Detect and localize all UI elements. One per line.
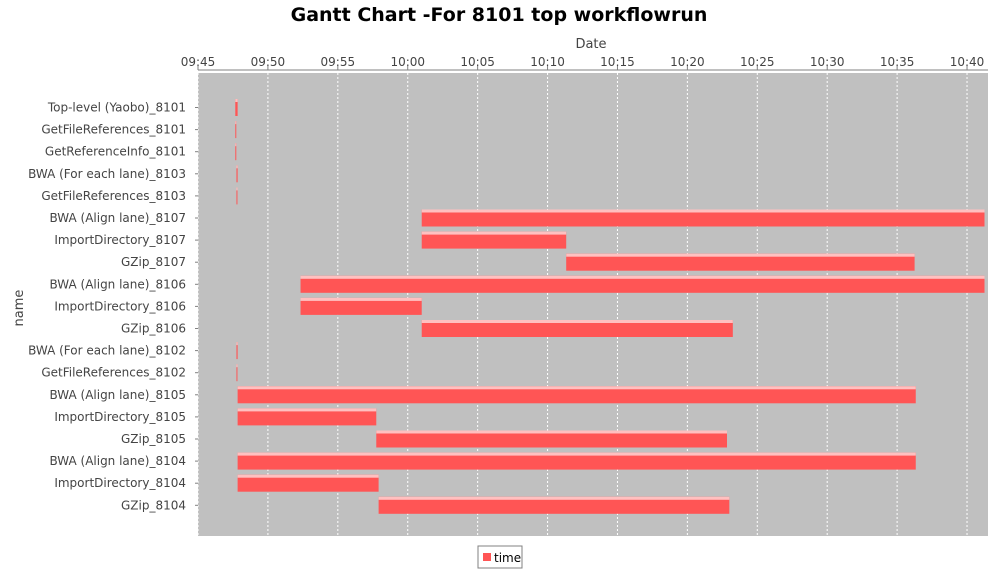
task-bar <box>421 209 985 227</box>
x-tick-label: 09:50 <box>251 55 286 69</box>
task-bar <box>237 452 916 470</box>
x-axis-label: Date <box>575 37 606 52</box>
task-bar-body <box>376 430 727 448</box>
task-bar-highlight <box>235 143 237 147</box>
x-tick-label: 09:45 <box>181 55 216 69</box>
task-bar <box>235 143 237 161</box>
task-bar-highlight <box>236 187 238 191</box>
task-bar-body <box>237 452 916 470</box>
x-tick-label: 10:00 <box>390 55 425 69</box>
task-bar-body <box>378 496 730 514</box>
task-bar-highlight <box>237 474 379 478</box>
task-bar-body <box>421 231 567 249</box>
task-bar-highlight <box>237 408 377 412</box>
x-tick-label: 10:20 <box>670 55 705 69</box>
task-bar-body <box>235 143 237 161</box>
task-bar <box>566 253 915 271</box>
category-label: BWA (For each lane)_8103 <box>28 167 186 181</box>
task-bar <box>236 165 238 183</box>
category-label: BWA (Align lane)_8106 <box>49 277 186 291</box>
task-bar-body <box>236 364 238 382</box>
task-bar-body <box>236 165 238 183</box>
task-bar-body <box>236 342 238 360</box>
legend: time <box>477 545 523 569</box>
task-bar-body <box>421 209 985 227</box>
task-bar <box>237 408 377 426</box>
task-bar <box>237 386 916 404</box>
x-tick-label: 10:15 <box>600 55 635 69</box>
task-bar-highlight <box>235 121 237 125</box>
x-tick-label: 10:05 <box>460 55 495 69</box>
task-bar <box>237 474 379 492</box>
legend-swatch <box>483 553 491 561</box>
task-bar-highlight <box>378 496 730 500</box>
x-tick-label: 10:10 <box>530 55 565 69</box>
task-bar <box>236 187 238 205</box>
category-label: ImportDirectory_8107 <box>54 233 186 247</box>
task-bar-body <box>237 474 379 492</box>
task-bar <box>235 99 238 116</box>
task-bar-highlight <box>237 452 916 456</box>
task-bar-highlight <box>237 386 916 390</box>
category-label: ImportDirectory_8105 <box>54 410 186 424</box>
task-bar-highlight <box>376 430 727 434</box>
x-axis: 09:45 09:50 09:55 10:00 10:05 10:10 10:15 10:20… <box>181 55 988 71</box>
task-bar-highlight <box>300 297 422 301</box>
task-bar <box>378 496 730 514</box>
task-bar-highlight <box>566 253 915 257</box>
task-bar-body <box>237 408 377 426</box>
category-label: BWA (Align lane)_8107 <box>49 211 186 225</box>
task-bar-body <box>235 99 238 116</box>
y-axis-label: name <box>12 290 27 327</box>
y-axis-categories: Top-level (Yaobo)_8101 GetFileReferences_… <box>28 101 198 512</box>
task-bar <box>235 121 237 139</box>
category-label: GZip_8106 <box>121 322 186 336</box>
category-label: ImportDirectory_8106 <box>54 299 186 313</box>
task-bar <box>421 320 733 337</box>
task-bar-highlight <box>421 209 985 213</box>
chart-title: Gantt Chart -For 8101 top workflowrun <box>291 4 708 26</box>
x-tick-label: 10:35 <box>880 55 915 69</box>
category-label: GetFileReferences_8102 <box>41 366 186 380</box>
task-bar <box>376 430 727 448</box>
task-bar-highlight <box>300 275 985 279</box>
x-tick-label: 10:40 <box>950 55 985 69</box>
task-bar <box>421 231 567 249</box>
legend-entry-time: time <box>494 551 521 565</box>
category-label: GZip_8107 <box>121 255 186 269</box>
task-bar-body <box>237 386 916 404</box>
category-label: ImportDirectory_8104 <box>54 476 186 490</box>
task-bar-body <box>300 275 985 293</box>
x-tick-label: 10:30 <box>810 55 845 69</box>
task-bar <box>236 342 238 360</box>
category-label: BWA (Align lane)_8104 <box>49 454 186 468</box>
task-bar-body <box>300 297 422 315</box>
task-bar-body <box>235 121 237 139</box>
task-bar <box>236 364 238 382</box>
x-tick-label: 10:25 <box>740 55 775 69</box>
task-bar <box>300 297 422 315</box>
task-bar-body <box>236 187 238 205</box>
x-tick-label: 09:55 <box>321 55 356 69</box>
legend-box <box>477 545 523 569</box>
task-bar-body <box>566 253 915 271</box>
category-label: BWA (Align lane)_8105 <box>49 388 186 402</box>
category-label: GZip_8104 <box>121 498 186 512</box>
category-label: BWA (For each lane)_8102 <box>28 344 186 358</box>
task-bars <box>235 99 985 514</box>
category-label: GetReferenceInfo_8101 <box>45 145 186 159</box>
task-bar-highlight <box>236 342 238 346</box>
task-bar-body <box>421 320 733 337</box>
task-bar-highlight <box>421 320 733 323</box>
task-bar-highlight <box>236 364 238 368</box>
task-bar-highlight <box>421 231 567 235</box>
task-bar <box>300 275 985 293</box>
category-label: GZip_8105 <box>121 432 186 446</box>
category-label: GetFileReferences_8101 <box>41 123 186 137</box>
task-bar-highlight <box>236 165 238 169</box>
category-label: GetFileReferences_8103 <box>41 189 186 203</box>
task-bar-highlight <box>235 99 238 102</box>
category-label: Top-level (Yaobo)_8101 <box>47 101 186 115</box>
